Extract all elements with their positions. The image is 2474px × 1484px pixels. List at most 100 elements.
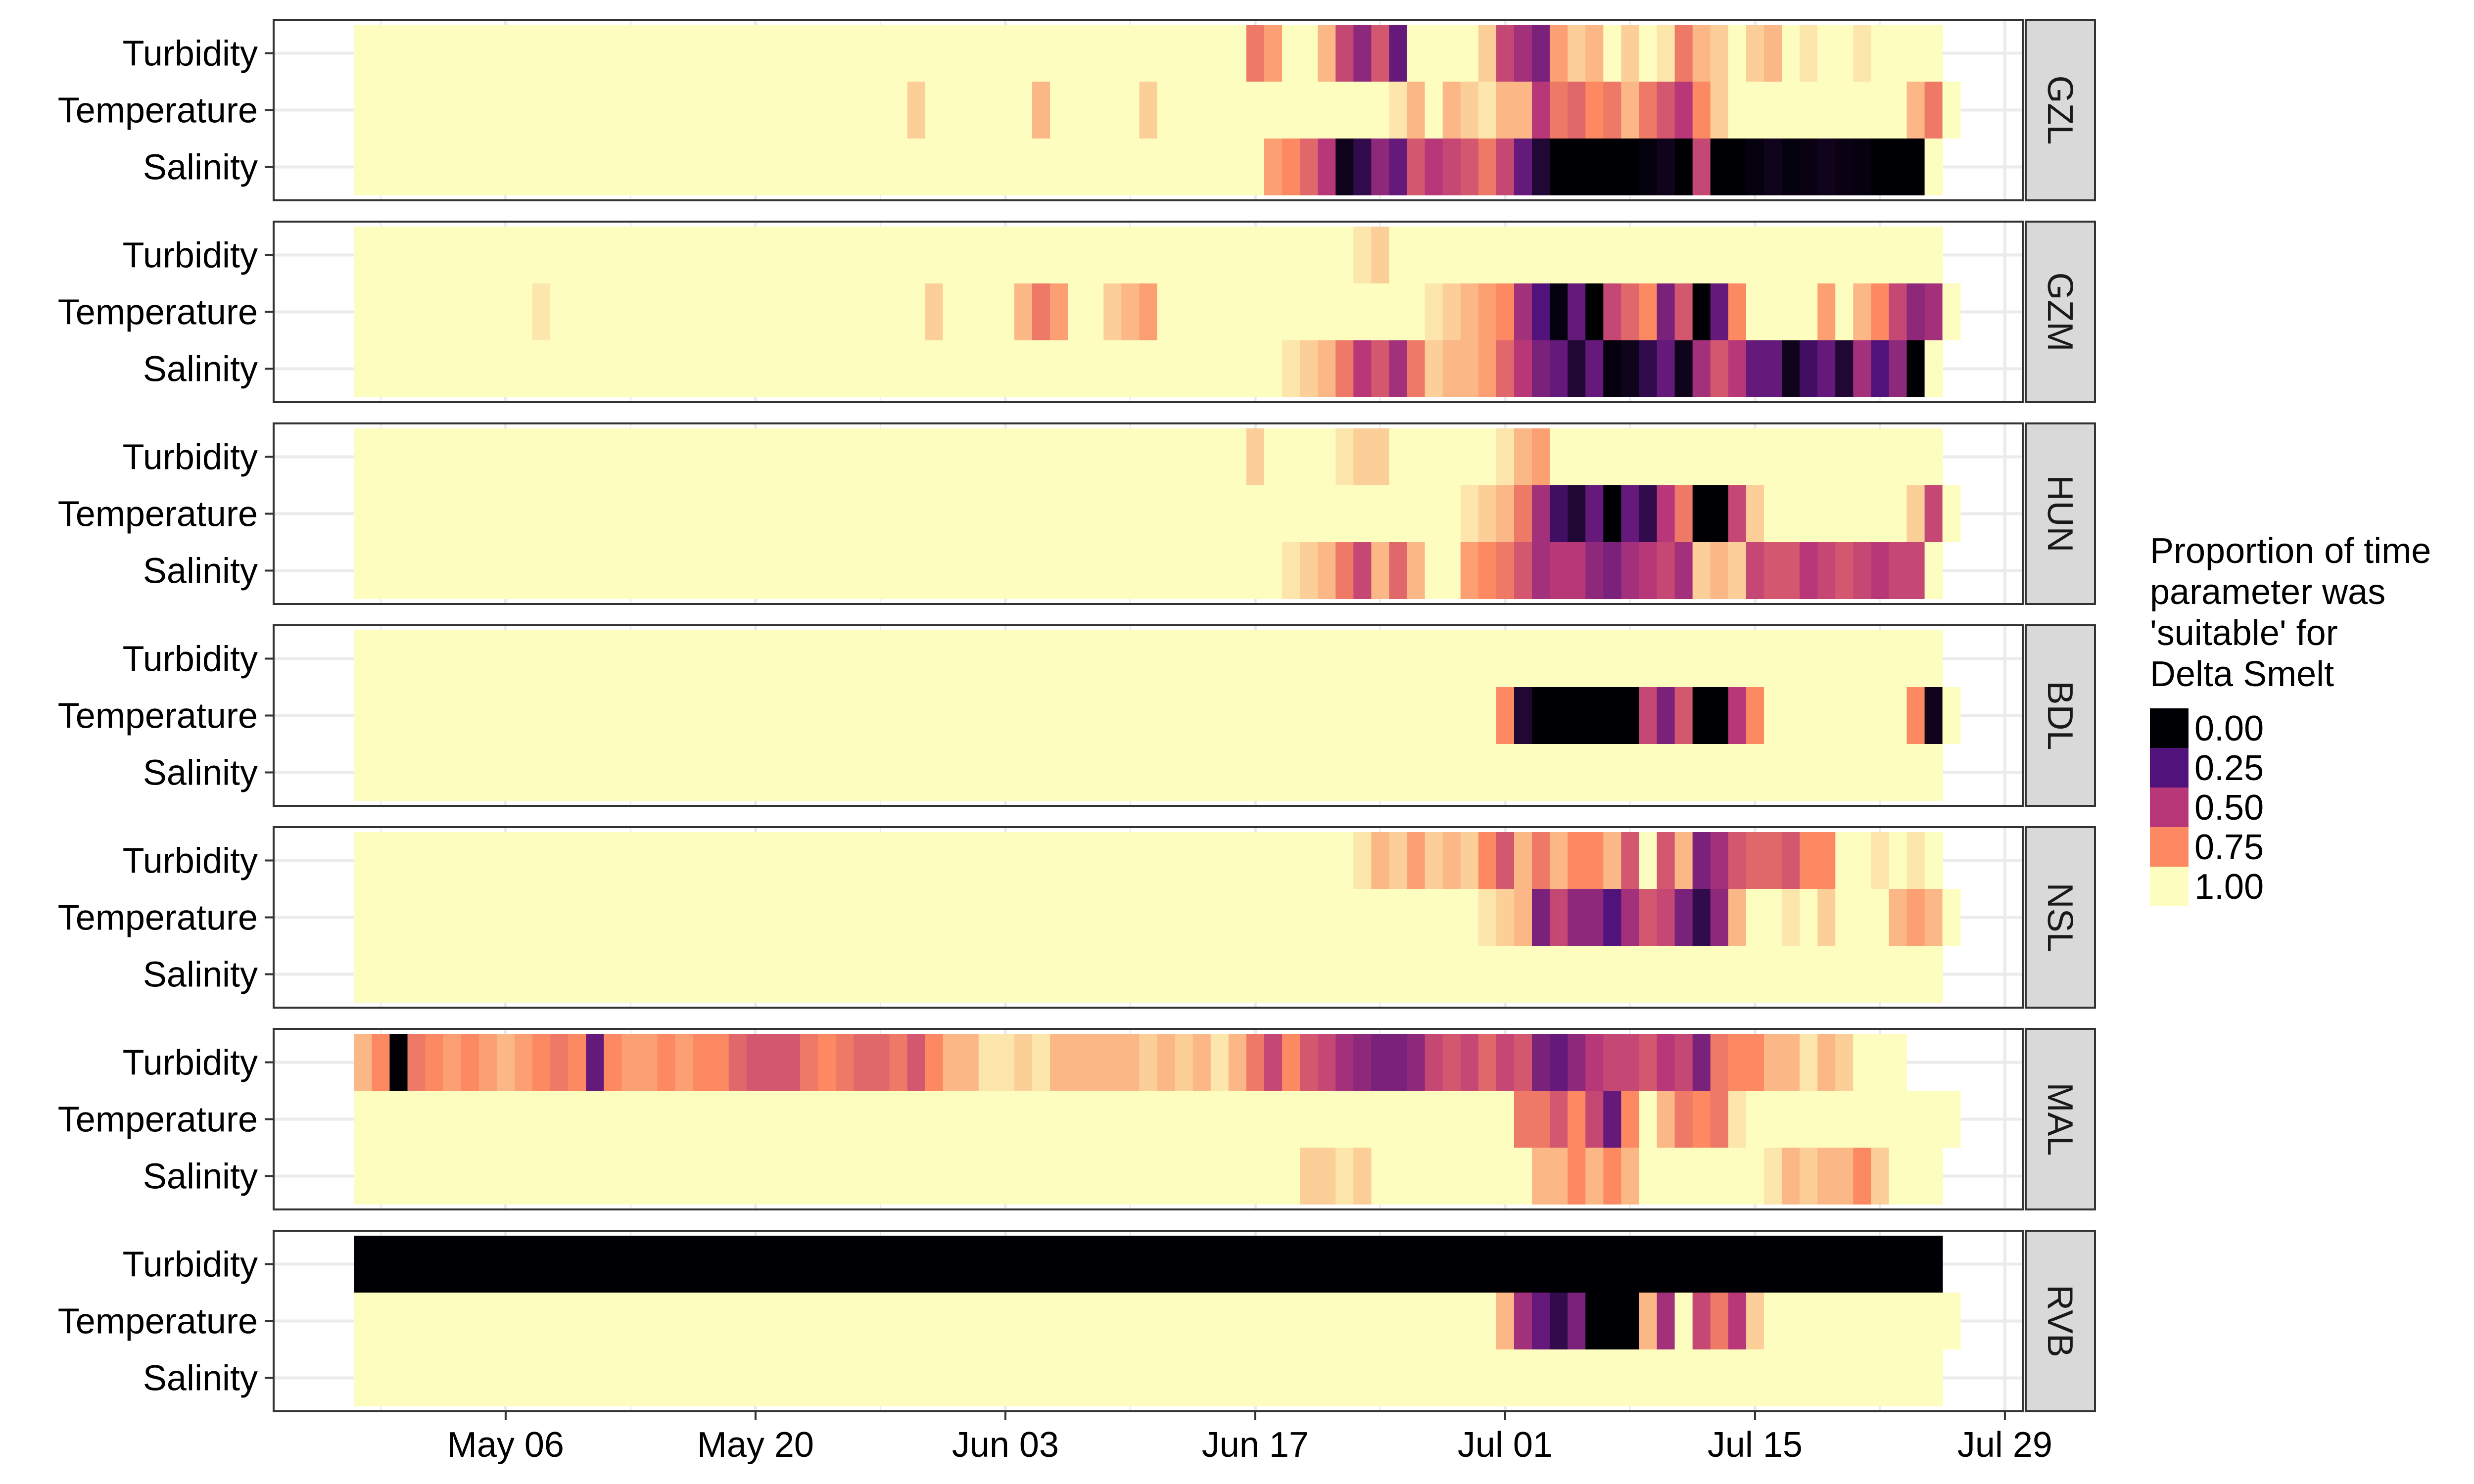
heatmap-tile	[1514, 139, 1532, 195]
heatmap-tile	[1103, 283, 1122, 340]
heatmap-tile	[354, 227, 373, 283]
heatmap-tile	[1692, 25, 1711, 82]
heatmap-tile	[1853, 1091, 1872, 1148]
heatmap-tile	[1425, 744, 1443, 801]
heatmap-tile	[1121, 25, 1140, 82]
heatmap-tile	[1728, 227, 1747, 283]
heatmap-tile	[1639, 744, 1658, 801]
heatmap-tile	[1478, 1034, 1497, 1091]
heatmap-tile	[728, 139, 747, 195]
heatmap-tile	[1014, 82, 1033, 139]
heatmap-tile	[372, 340, 390, 397]
heatmap-tile	[1746, 283, 1764, 340]
heatmap-tile	[1568, 744, 1586, 801]
heatmap-tile	[1871, 1293, 1890, 1349]
heatmap-tile	[1889, 340, 1907, 397]
heatmap-tile	[836, 832, 855, 889]
heatmap-tile	[514, 1148, 533, 1205]
heatmap-tile	[711, 340, 729, 397]
heatmap-tile	[675, 283, 694, 340]
heatmap-tile	[1264, 1293, 1283, 1349]
heatmap-tile	[1353, 1034, 1372, 1091]
heatmap-tile	[1246, 82, 1265, 139]
heatmap-tile	[1478, 542, 1497, 599]
heatmap-tile	[1924, 340, 1943, 397]
heatmap-tile	[1264, 25, 1283, 82]
heatmap-tile	[818, 227, 837, 283]
heatmap-tile	[1763, 744, 1782, 801]
heatmap-tile	[1157, 1091, 1176, 1148]
heatmap-tile	[1103, 82, 1122, 139]
heatmap-tile	[1657, 1293, 1675, 1349]
heatmap-tile	[871, 1148, 890, 1205]
heatmap-tile	[639, 1236, 658, 1293]
heatmap-tile	[1782, 1293, 1800, 1349]
heatmap-tile	[1389, 744, 1408, 801]
heatmap-tile	[1621, 25, 1640, 82]
heatmap-tile	[496, 630, 515, 687]
heatmap-tile	[568, 630, 587, 687]
heatmap-tile	[1139, 139, 1158, 195]
heatmap-tile	[978, 428, 997, 485]
heatmap-tile	[943, 889, 961, 946]
heatmap-tile	[1728, 1034, 1747, 1091]
heatmap-tile	[550, 227, 569, 283]
heatmap-tile	[1692, 1293, 1711, 1349]
heatmap-tile	[1568, 1034, 1586, 1091]
heatmap-tile	[354, 25, 373, 82]
heatmap-tile	[1835, 25, 1854, 82]
heatmap-tile	[1264, 630, 1283, 687]
heatmap-tile	[1032, 1349, 1050, 1406]
heatmap-tile	[1335, 485, 1354, 542]
heatmap-tile	[728, 832, 747, 889]
heatmap-tile	[1300, 1034, 1318, 1091]
heatmap-tile	[1728, 25, 1747, 82]
heatmap-tile	[1514, 889, 1532, 946]
heatmap-tile	[1246, 428, 1265, 485]
heatmap-tile	[800, 283, 818, 340]
heatmap-tile	[1068, 744, 1087, 801]
heatmap-tile	[496, 1091, 515, 1148]
heatmap-tile	[1335, 1148, 1354, 1205]
heatmap-tile	[1210, 340, 1229, 397]
heatmap-tile	[1871, 630, 1890, 687]
heatmap-tile	[1728, 542, 1747, 599]
heatmap-tile	[907, 832, 926, 889]
heatmap-tile	[693, 25, 712, 82]
heatmap-tile	[389, 283, 408, 340]
heatmap-tile	[1550, 139, 1568, 195]
heatmap-tile	[1282, 832, 1300, 889]
heatmap-tile	[1282, 1236, 1300, 1293]
heatmap-tile	[996, 227, 1015, 283]
heatmap-tile	[1192, 1148, 1211, 1205]
heatmap-tile	[1800, 227, 1818, 283]
heatmap-tile	[818, 1349, 837, 1406]
heatmap-tile	[818, 25, 837, 82]
heatmap-tile	[1710, 889, 1729, 946]
heatmap-tile	[1853, 542, 1872, 599]
heatmap-tile	[372, 630, 390, 687]
heatmap-tile	[675, 428, 694, 485]
heatmap-tile	[1621, 227, 1640, 283]
heatmap-tile	[1924, 542, 1943, 599]
heatmap-tile	[1710, 542, 1729, 599]
heatmap-tile	[1335, 227, 1354, 283]
heatmap-tile	[1121, 832, 1140, 889]
heatmap-tile	[728, 1236, 747, 1293]
heatmap-tile	[1335, 428, 1354, 485]
heatmap-tile	[1621, 485, 1640, 542]
heatmap-tile	[1175, 485, 1193, 542]
heatmap-tile	[532, 1034, 551, 1091]
heatmap-tile	[1800, 139, 1818, 195]
heatmap-tile	[1585, 139, 1604, 195]
heatmap-tile	[1568, 25, 1586, 82]
heatmap-tile	[925, 139, 944, 195]
heatmap-tile	[854, 1091, 872, 1148]
heatmap-tile	[1603, 1236, 1622, 1293]
heatmap-tile	[1710, 428, 1729, 485]
heatmap-tile	[586, 139, 605, 195]
heatmap-tile	[764, 82, 783, 139]
heatmap-tile	[764, 227, 783, 283]
heatmap-tile	[496, 946, 515, 1003]
heatmap-tile	[960, 1091, 979, 1148]
